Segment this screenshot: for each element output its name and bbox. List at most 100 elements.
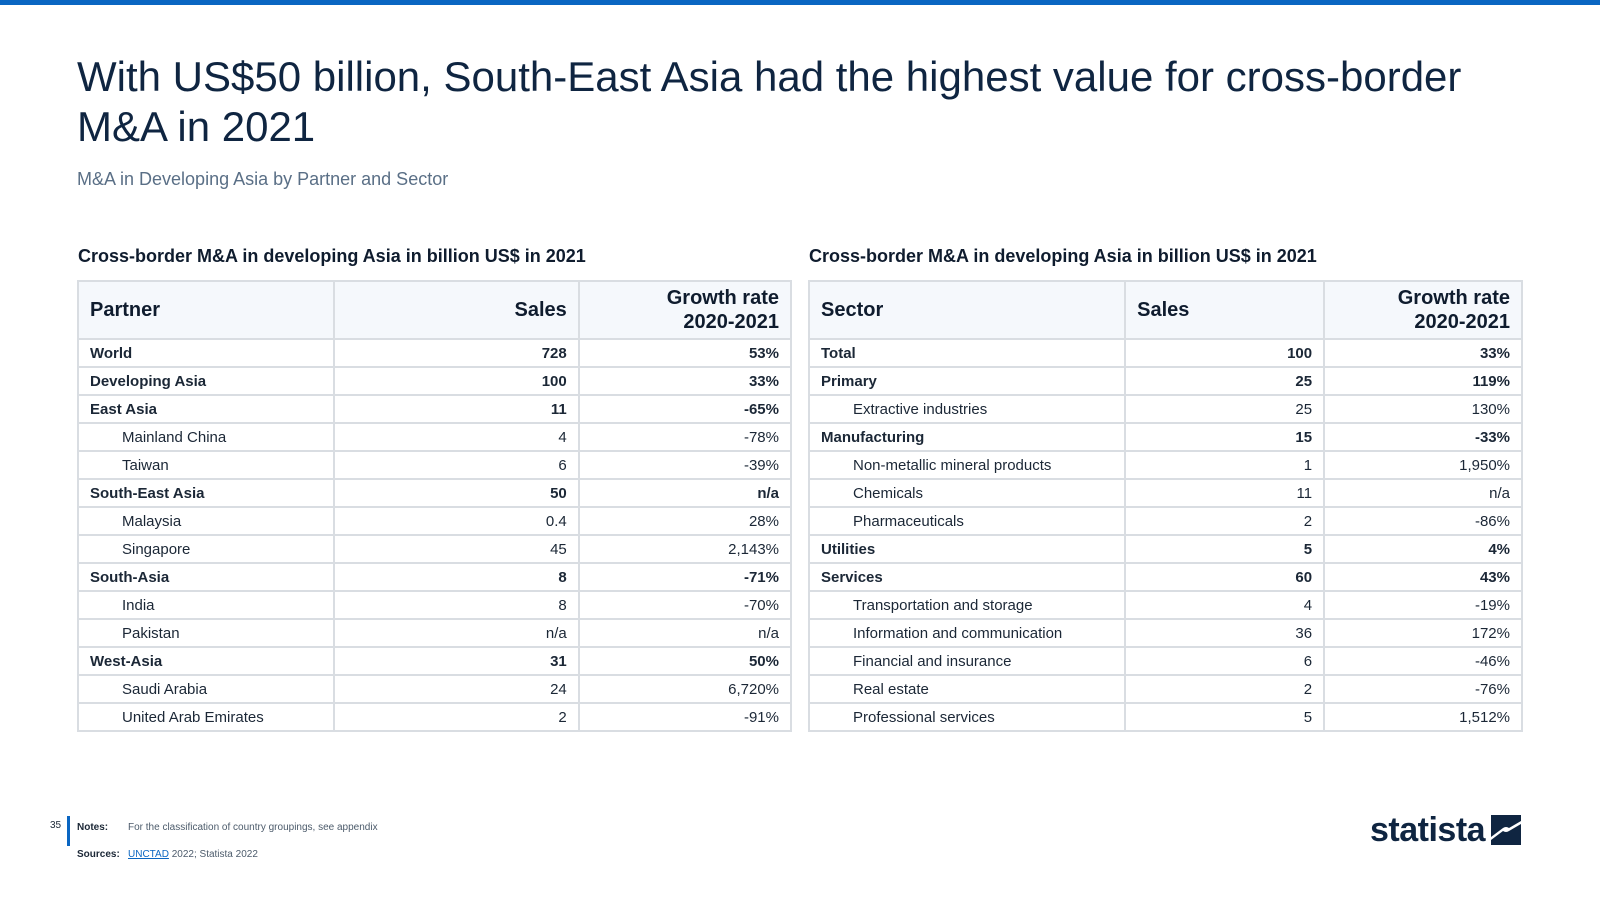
- sales-value: 36: [1124, 618, 1326, 648]
- sector-table-header-row: Sector Sales Growth rate 2020-2021: [807, 280, 1523, 340]
- sales-value: 8: [333, 590, 580, 620]
- table-row: Pakistan n/a n/a: [76, 618, 793, 648]
- sales-value: 8: [333, 562, 580, 592]
- table-row: Services 60 43%: [807, 562, 1523, 592]
- sales-value: 25: [1124, 366, 1326, 396]
- sales-value: 1: [1124, 450, 1326, 480]
- sources-link-unctad[interactable]: UNCTAD: [128, 849, 169, 860]
- sales-value: 6: [1124, 646, 1326, 676]
- sales-value: 45: [333, 534, 580, 564]
- table-row: Mainland China 4 -78%: [76, 422, 793, 452]
- row-label: Pharmaceuticals: [807, 506, 1127, 536]
- table-row: India 8 -70%: [76, 590, 793, 620]
- row-label: Developing Asia: [76, 366, 336, 396]
- notes-text: For the classification of country groupi…: [128, 822, 378, 833]
- growth-value: n/a: [577, 478, 793, 508]
- sources-rest: 2022; Statista 2022: [168, 849, 258, 860]
- page-title: With US$50 billion, South-East Asia had …: [77, 53, 1462, 150]
- table-row: Total 100 33%: [807, 338, 1523, 368]
- table-row: Financial and insurance 6 -46%: [807, 646, 1523, 676]
- growth-value: 2,143%: [577, 534, 793, 564]
- row-label: Taiwan: [76, 450, 336, 480]
- sales-value: 5: [1124, 702, 1326, 732]
- growth-value: n/a: [1323, 478, 1523, 508]
- sales-value: 4: [1124, 590, 1326, 620]
- page-number-bar: [67, 816, 70, 846]
- sales-value: 2: [1124, 506, 1326, 536]
- table-row: Transportation and storage 4 -19%: [807, 590, 1523, 620]
- table-row: Primary 25 119%: [807, 366, 1523, 396]
- growth-value: 6,720%: [577, 674, 793, 704]
- growth-value: 33%: [577, 366, 793, 396]
- sales-value: 25: [1124, 394, 1326, 424]
- growth-value: 130%: [1323, 394, 1523, 424]
- row-label: West-Asia: [76, 646, 336, 676]
- table-row: World 728 53%: [76, 338, 793, 368]
- sector-table-body: Total 100 33% Primary 25 119% Extractive indus…: [807, 338, 1523, 732]
- table-row: Malaysia 0.4 28%: [76, 506, 793, 536]
- sales-value: 2: [333, 702, 580, 732]
- sales-value: 100: [1124, 338, 1326, 368]
- row-label: Information and communication: [807, 618, 1127, 648]
- sales-value: 4: [333, 422, 580, 452]
- row-label: Transportation and storage: [807, 590, 1127, 620]
- notes-label: Notes:: [77, 822, 109, 833]
- table-row: Manufacturing 15 -33%: [807, 422, 1523, 452]
- row-label: Utilities: [807, 534, 1127, 564]
- sales-value: n/a: [333, 618, 580, 648]
- sales-value: 60: [1124, 562, 1326, 592]
- column-header-partner: Partner: [76, 280, 336, 340]
- row-label: South-Asia: [76, 562, 336, 592]
- row-label: Manufacturing: [807, 422, 1127, 452]
- growth-value: 1,512%: [1323, 702, 1523, 732]
- sales-value: 2: [1124, 674, 1326, 704]
- sector-table-heading: Cross-border M&A in developing Asia in b…: [809, 246, 1317, 266]
- growth-value: -33%: [1323, 422, 1523, 452]
- column-header-sales: Sales: [1124, 280, 1326, 340]
- growth-value: -19%: [1323, 590, 1523, 620]
- table-row: Professional services 5 1,512%: [807, 702, 1523, 732]
- table-row: Chemicals 11 n/a: [807, 478, 1523, 508]
- table-row: Extractive industries 25 130%: [807, 394, 1523, 424]
- sales-value: 50: [333, 478, 580, 508]
- sales-value: 728: [333, 338, 580, 368]
- sales-value: 11: [333, 394, 580, 424]
- sales-value: 31: [333, 646, 580, 676]
- statista-logo[interactable]: statista: [1370, 810, 1522, 850]
- table-row: West-Asia 31 50%: [76, 646, 793, 676]
- sources-text: UNCTAD 2022; Statista 2022: [128, 849, 258, 860]
- growth-value: -91%: [577, 702, 793, 732]
- row-label: Pakistan: [76, 618, 336, 648]
- growth-value: -78%: [577, 422, 793, 452]
- partner-table-block: Cross-border M&A in developing Asia in b…: [76, 244, 793, 732]
- row-label: Saudi Arabia: [76, 674, 336, 704]
- growth-value: -70%: [577, 590, 793, 620]
- sales-value: 100: [333, 366, 580, 396]
- growth-value: 119%: [1323, 366, 1523, 396]
- table-row: South-Asia 8 -71%: [76, 562, 793, 592]
- table-row: Real estate 2 -76%: [807, 674, 1523, 704]
- growth-value: -71%: [577, 562, 793, 592]
- growth-value: 4%: [1323, 534, 1523, 564]
- column-header-sales: Sales: [333, 280, 580, 340]
- page-subtitle: M&A in Developing Asia by Partner and Se…: [77, 169, 449, 189]
- growth-value: 1,950%: [1323, 450, 1523, 480]
- column-header-growth-rate: Growth rate 2020-2021: [1323, 280, 1523, 340]
- top-accent-bar: [0, 0, 1600, 5]
- sales-value: 0.4: [333, 506, 580, 536]
- sales-value: 11: [1124, 478, 1326, 508]
- table-row: Saudi Arabia 24 6,720%: [76, 674, 793, 704]
- growth-value: n/a: [577, 618, 793, 648]
- sector-table: Sector Sales Growth rate 2020-2021 Total…: [807, 280, 1523, 732]
- sales-value: 24: [333, 674, 580, 704]
- table-row: South-East Asia 50 n/a: [76, 478, 793, 508]
- sector-table-block: Cross-border M&A in developing Asia in b…: [807, 244, 1523, 732]
- growth-value: -76%: [1323, 674, 1523, 704]
- row-label: Professional services: [807, 702, 1127, 732]
- growth-value: -39%: [577, 450, 793, 480]
- row-label: Primary: [807, 366, 1127, 396]
- row-label: United Arab Emirates: [76, 702, 336, 732]
- row-label: Extractive industries: [807, 394, 1127, 424]
- growth-value: -86%: [1323, 506, 1523, 536]
- table-row: Non-metallic mineral products 1 1,950%: [807, 450, 1523, 480]
